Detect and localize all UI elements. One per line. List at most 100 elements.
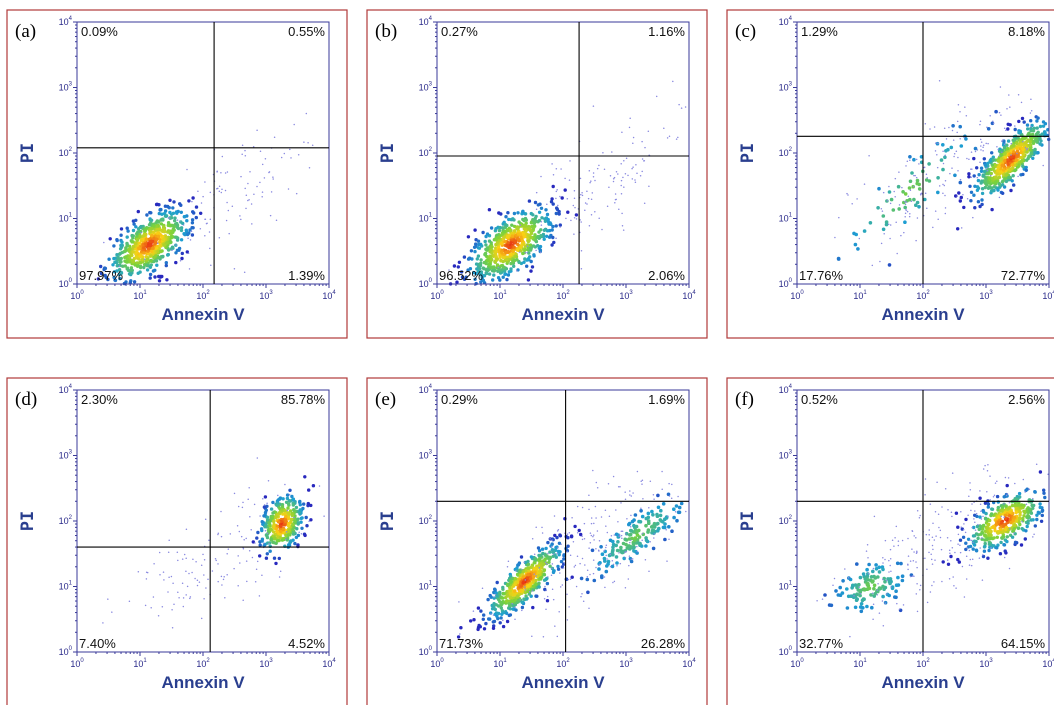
data-point [979, 169, 984, 173]
data-point [974, 510, 976, 512]
data-point [592, 105, 595, 107]
quadrant-lower-left: 17.76% [799, 268, 844, 283]
data-point [647, 130, 650, 132]
data-point [565, 217, 567, 220]
data-point [290, 494, 294, 499]
data-point [155, 246, 159, 251]
data-point [999, 530, 1003, 534]
data-point [576, 505, 579, 508]
data-point [529, 259, 533, 264]
data-point [996, 159, 1001, 163]
data-point [626, 518, 628, 520]
data-point [937, 218, 939, 220]
data-point [168, 198, 172, 202]
data-point [1017, 93, 1020, 96]
data-point [515, 258, 519, 262]
data-point [285, 493, 290, 497]
data-point [505, 611, 509, 616]
data-point [241, 153, 243, 156]
data-point [1017, 119, 1021, 124]
data-point [970, 564, 973, 567]
data-point [996, 543, 1000, 547]
data-point [584, 209, 586, 211]
data-point [1001, 168, 1006, 172]
data-point [644, 523, 648, 528]
x-axis-label: Annexin V [881, 673, 965, 692]
data-point [998, 150, 1003, 154]
data-point [1005, 483, 1009, 488]
data-point [546, 203, 548, 205]
data-point [595, 548, 597, 550]
data-point [855, 585, 859, 590]
y-tick-label: 102 [419, 147, 433, 158]
data-point [957, 560, 961, 564]
data-point [556, 567, 561, 571]
tick-base: 10 [59, 516, 69, 526]
data-point [224, 172, 227, 174]
y-axis-label: PI [18, 511, 38, 531]
data-point [994, 522, 999, 527]
data-point [628, 564, 630, 567]
data-point [986, 167, 988, 169]
data-point [635, 163, 637, 166]
data-point [307, 142, 309, 144]
data-point [665, 528, 667, 531]
data-point [1028, 488, 1031, 490]
data-point [858, 237, 861, 240]
tick-exponent: 1 [143, 658, 147, 664]
data-point [874, 567, 879, 571]
x-tick-label: 101 [853, 658, 867, 669]
data-point [604, 586, 606, 589]
data-point [991, 167, 995, 171]
data-point [909, 212, 911, 215]
data-point [973, 146, 978, 151]
data-point [969, 482, 971, 484]
data-point [581, 506, 584, 509]
data-point [580, 595, 582, 598]
data-point [979, 120, 982, 123]
data-point [227, 209, 230, 212]
data-point [1000, 164, 1005, 168]
data-point [1026, 127, 1030, 131]
data-point [562, 553, 566, 557]
data-point [305, 524, 309, 528]
data-point [535, 567, 539, 571]
tick-exponent: 1 [429, 581, 433, 587]
tick-exponent: 4 [789, 16, 793, 22]
data-point [970, 176, 972, 179]
data-point [558, 550, 562, 554]
data-point [535, 208, 538, 211]
data-point [555, 190, 558, 193]
y-tick-label: 102 [779, 147, 793, 158]
data-point [502, 619, 504, 622]
panel-label: (d) [15, 389, 37, 410]
data-point [894, 195, 896, 198]
data-point [268, 523, 272, 528]
data-point [175, 244, 177, 246]
data-point [1007, 175, 1011, 180]
data-point [125, 260, 129, 264]
data-point [877, 186, 881, 191]
data-point [217, 563, 219, 565]
data-point [157, 615, 160, 617]
data-point [305, 112, 308, 115]
data-point [163, 579, 165, 581]
x-tick-label: 100 [70, 658, 84, 669]
data-point [138, 265, 143, 270]
data-point [108, 237, 112, 241]
data-point [978, 557, 981, 559]
x-tick-label: 104 [682, 290, 696, 301]
data-point [890, 586, 892, 588]
tick-base: 10 [419, 17, 429, 27]
data-point [485, 258, 490, 262]
data-point [581, 557, 584, 560]
data-point [580, 193, 582, 196]
data-point [290, 157, 292, 159]
data-point [155, 263, 159, 267]
x-tick-label: 100 [790, 658, 804, 669]
data-point [527, 227, 531, 231]
data-point [939, 158, 944, 162]
data-point [1025, 524, 1029, 529]
data-point [987, 542, 992, 546]
data-point [862, 229, 867, 233]
